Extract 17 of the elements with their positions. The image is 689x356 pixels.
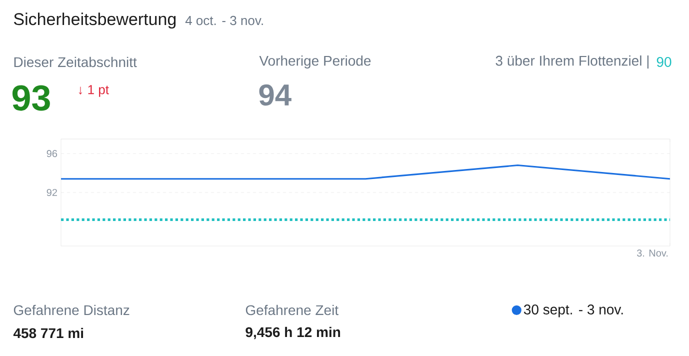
text: 9,456 h 12 min xyxy=(246,326,340,340)
text: 94 xyxy=(259,84,292,106)
text: 3 über Ihrem Flottenziel | xyxy=(496,55,649,69)
y-tick-label: 92 xyxy=(46,188,57,196)
text: Gefahrene Distanz xyxy=(14,304,130,316)
chart-title: Sicherheitsbewertung xyxy=(14,12,176,29)
chart-subtitle: 4 oct. - 3 nov. xyxy=(185,16,263,26)
text: Gefahrene Zeit xyxy=(246,304,338,316)
text: ↓ 1 pt xyxy=(78,85,109,97)
y-tick-label: 96 xyxy=(46,150,58,158)
legend-label: 30 sept. - 3 nov. xyxy=(524,304,623,318)
x-tick-label: 3. Nov. xyxy=(636,250,668,257)
text: 458 771 mi xyxy=(13,328,84,338)
text: 93 xyxy=(12,85,50,111)
text: Vorherige Periode xyxy=(259,55,371,69)
text: Dieser Zeitabschnitt xyxy=(14,56,137,68)
text: 90 xyxy=(656,57,672,67)
